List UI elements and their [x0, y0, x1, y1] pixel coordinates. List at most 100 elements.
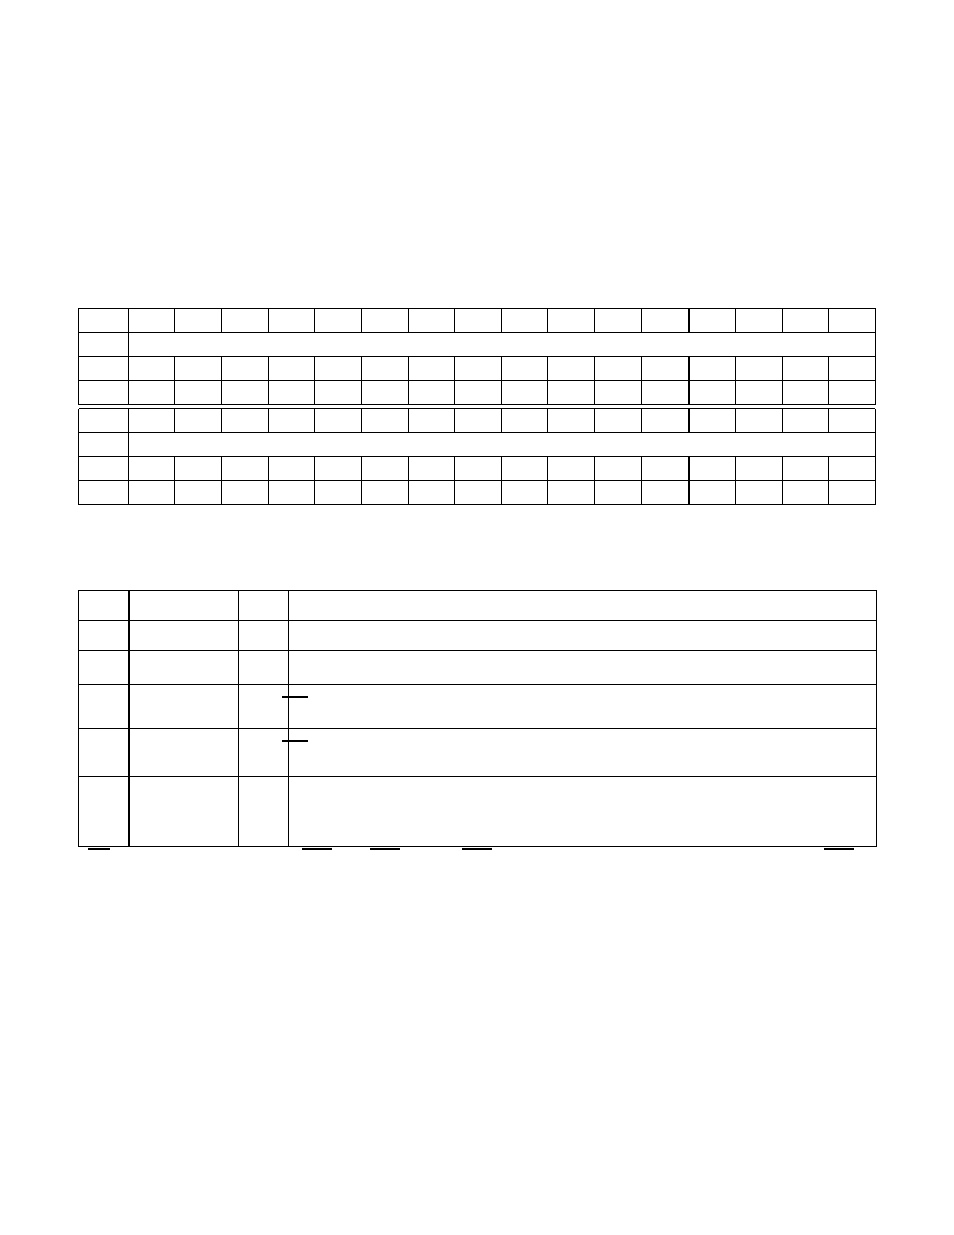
cell [408, 357, 455, 381]
cell [736, 309, 783, 333]
cell [408, 481, 455, 505]
table-row [79, 333, 876, 357]
cell [129, 591, 239, 621]
cell [548, 381, 595, 405]
cell [736, 381, 783, 405]
cell [829, 457, 876, 481]
cell [221, 457, 268, 481]
table-row [79, 409, 876, 433]
cell [128, 409, 175, 433]
table-row [79, 591, 877, 621]
cell [128, 381, 175, 405]
cell [689, 409, 736, 433]
cell [221, 357, 268, 381]
cell [289, 621, 877, 651]
cell [408, 409, 455, 433]
cell [79, 685, 129, 729]
cell [782, 357, 829, 381]
cell [595, 357, 642, 381]
cell [736, 481, 783, 505]
cell [268, 457, 315, 481]
cell [128, 309, 175, 333]
cell [782, 309, 829, 333]
cell [221, 309, 268, 333]
cell [641, 309, 689, 333]
cell [315, 457, 362, 481]
cell [315, 481, 362, 505]
cell [175, 481, 222, 505]
cell [829, 381, 876, 405]
cell [289, 685, 877, 729]
cell [239, 621, 289, 651]
cell [641, 481, 689, 505]
cell [129, 777, 239, 847]
cell [79, 621, 129, 651]
cell [361, 357, 408, 381]
cell [595, 481, 642, 505]
cell [289, 729, 877, 777]
cell [221, 481, 268, 505]
cell [501, 457, 548, 481]
cell [455, 481, 502, 505]
cell [829, 409, 876, 433]
cell [782, 381, 829, 405]
table-row [79, 777, 877, 847]
cell [129, 651, 239, 685]
cell [129, 685, 239, 729]
cell [315, 309, 362, 333]
cell [595, 409, 642, 433]
cell [239, 729, 289, 777]
cell [175, 381, 222, 405]
cell [736, 457, 783, 481]
cell [239, 591, 289, 621]
dash-accent [88, 848, 110, 850]
cell [641, 357, 689, 381]
cell [829, 309, 876, 333]
cell [782, 481, 829, 505]
cell [79, 433, 129, 457]
cell [595, 309, 642, 333]
dash-accent [370, 848, 400, 850]
cell [595, 457, 642, 481]
cell [548, 457, 595, 481]
cell [641, 457, 689, 481]
cell [315, 357, 362, 381]
cell [501, 409, 548, 433]
cell [501, 481, 548, 505]
table-row [79, 309, 876, 333]
cell [689, 357, 736, 381]
cell [455, 381, 502, 405]
cell [221, 409, 268, 433]
cell [289, 777, 877, 847]
cell [361, 409, 408, 433]
table-row [79, 357, 876, 381]
cell [548, 357, 595, 381]
table-row [79, 685, 877, 729]
cell [455, 457, 502, 481]
cell [689, 457, 736, 481]
grid-table-top [78, 308, 876, 505]
cell [455, 357, 502, 381]
cell [548, 481, 595, 505]
cell [595, 381, 642, 405]
cell [361, 309, 408, 333]
dash-accent [824, 848, 854, 850]
dash-accent [302, 848, 332, 850]
cell [782, 409, 829, 433]
cell [79, 357, 129, 381]
cell [79, 457, 129, 481]
cell [79, 591, 129, 621]
cell [736, 409, 783, 433]
cell [128, 457, 175, 481]
table-row [79, 481, 876, 505]
cell [175, 357, 222, 381]
table-row [79, 381, 876, 405]
cell [175, 457, 222, 481]
cell [175, 409, 222, 433]
table-row [79, 729, 877, 777]
grid-table-bottom [78, 590, 877, 847]
cell [408, 381, 455, 405]
cell [128, 357, 175, 381]
cell [361, 481, 408, 505]
cell [175, 309, 222, 333]
